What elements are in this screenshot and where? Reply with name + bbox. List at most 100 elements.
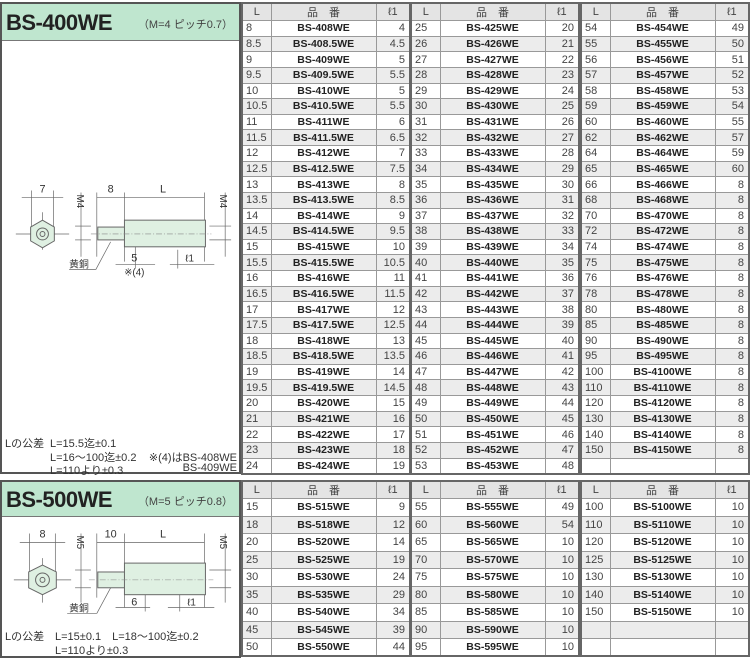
cell-length: 65 [580,160,611,178]
cell-part-number: BS-435WE [439,176,546,193]
cell-part-number: BS-462WE [609,129,716,146]
table-row: 16.5 BS-416.5WE 11.5 [241,285,411,303]
body-shape [123,219,206,248]
cell-l1: 10 [714,515,750,534]
table-row [580,638,750,657]
cell-length: 10 [241,82,272,100]
cell-part-number: BS-433WE [439,145,546,162]
cell-length: 120 [580,533,611,552]
cell-l1: 10 [714,550,750,569]
cell-l1: 13.5 [375,348,411,365]
cell-l1: 24 [544,82,580,100]
cell-length: 95 [580,348,611,365]
cell-length: 10.5 [241,98,272,115]
cell-length: 51 [410,426,441,443]
cell-length: 50 [410,410,441,428]
cell-length: 66 [580,176,611,193]
cell-length: 25 [241,550,272,569]
cell-l1: 12 [375,515,411,534]
bs400-note-2: BS-409WE [182,462,237,474]
cell-l1: 10 [544,603,580,622]
cell-length: 140 [580,585,611,604]
cell-l1: 8 [714,301,750,318]
cell-l1: 8 [714,426,750,443]
bs500-header: BS-500WE （M=5 ピッチ0.8） [2,482,239,517]
cell-part-number: BS-455WE [609,35,716,53]
cell-l1: 8 [714,238,750,256]
bs400-tolerance-label: Lの公差 [5,438,45,450]
cell-length: 59 [580,98,611,115]
cell-part-number: BS-464WE [609,145,716,162]
cell-part-number: BS-468WE [609,191,716,209]
cell-part-number: BS-425WE [439,20,546,37]
table-row: 8 BS-408WE 4 [241,20,411,37]
table-row: 41 BS-441WE 36 [410,270,580,287]
table-row: 30 BS-530WE 24 [241,568,411,587]
cell-part-number: BS-459WE [609,98,716,115]
cell-part-number: BS-447WE [439,363,546,381]
cell-length: 20 [241,533,272,552]
cell-l1: 14 [375,363,411,381]
bs500-tolerance-1: L=15±0.1 L=18～100迄±0.2 [55,631,199,643]
cell-l1: 8 [714,207,750,225]
column-header-l: L [580,480,611,499]
table-row: 28 BS-428WE 23 [410,66,580,84]
table-row: 90 BS-490WE 8 [580,332,750,350]
dim-hex: 8 [39,528,45,540]
cell-part-number: BS-429WE [439,82,546,100]
cell-length: 42 [410,285,441,303]
cell-length: 11 [241,113,272,131]
cell-length: 46 [410,348,441,365]
cell-length: 80 [580,301,611,318]
cell-l1: 24 [375,568,411,587]
cell-length: 35 [410,176,441,193]
cell-length: 150 [580,603,611,622]
cell-length: 24 [241,457,272,475]
cell-part-number: BS-412WE [270,145,377,162]
dim-stud: 10 [105,528,117,540]
cell-part-number: BS-4100WE [609,363,716,381]
cell-part-number: BS-480WE [609,301,716,318]
table-row: 23 BS-423WE 18 [241,441,411,459]
cell-l1: 7.5 [375,160,411,178]
cell-length: 11.5 [241,129,272,146]
cell-l1: 8 [375,176,411,193]
cell-length: 17.5 [241,316,272,334]
table-row: 32 BS-432WE 27 [410,129,580,146]
table-row: 57 BS-457WE 52 [580,66,750,84]
cell-l1: 28 [544,145,580,162]
table-row: 10.5 BS-410.5WE 5.5 [241,98,411,115]
cell-l1: 8 [714,332,750,350]
cell-length: 9 [241,51,272,68]
cell-part-number: BS-424WE [270,457,377,475]
cell-length: 62 [580,129,611,146]
cell-part-number [609,620,716,639]
cell-length: 38 [410,223,441,240]
cell-length: 25 [410,20,441,37]
cell-l1: 8 [714,395,750,412]
cell-length: 68 [580,191,611,209]
table-row: 65 BS-565WE 10 [410,533,580,552]
table-row: 54 BS-454WE 49 [580,20,750,37]
bs400-title: BS-400WE [6,10,113,35]
cell-l1: 10 [375,238,411,256]
cell-part-number: BS-413.5WE [270,191,377,209]
table-row: 14.5 BS-414.5WE 9.5 [241,223,411,240]
cell-part-number: BS-438WE [439,223,546,240]
cell-length: 47 [410,363,441,381]
cell-part-number: BS-476WE [609,270,716,287]
cell-l1: 44 [544,395,580,412]
table-row: 140 BS-5140WE 10 [580,585,750,604]
cell-length: 35 [241,585,272,604]
cell-part-number: BS-5100WE [609,498,716,517]
table-row: 25 BS-525WE 19 [241,550,411,569]
table-row: 49 BS-449WE 44 [410,395,580,412]
table-row: 9 BS-409WE 5 [241,51,411,68]
table-row: 78 BS-478WE 8 [580,285,750,303]
table-row: 60 BS-460WE 55 [580,113,750,131]
table-row: 18 BS-418WE 13 [241,332,411,350]
cell-l1: 9 [375,498,411,517]
cell-length: 26 [410,35,441,53]
table-row: 35 BS-435WE 30 [410,176,580,193]
